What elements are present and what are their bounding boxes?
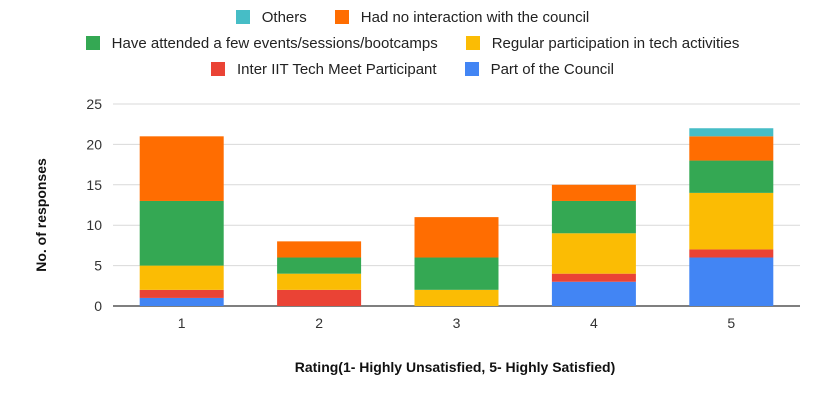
legend-item: Have attended a few events/sessions/boot… bbox=[85, 34, 438, 52]
x-tick-label: 1 bbox=[178, 315, 186, 331]
x-tick-label: 5 bbox=[727, 315, 735, 331]
legend-label: Others bbox=[261, 8, 307, 26]
bar-segment bbox=[139, 289, 224, 298]
legend-swatch bbox=[334, 10, 349, 24]
legend-swatch bbox=[211, 62, 226, 76]
bar-segment bbox=[551, 233, 636, 274]
legend-row: Others Had no interaction with the counci… bbox=[0, 4, 825, 30]
bar-segment bbox=[551, 281, 636, 306]
legend: Others Had no interaction with the counci… bbox=[0, 4, 825, 82]
bar-segment bbox=[139, 136, 224, 201]
legend-item: Inter IIT Tech Meet Participant bbox=[211, 61, 437, 78]
y-axis-title: No. of responses bbox=[33, 158, 49, 272]
bar-segment bbox=[277, 273, 362, 290]
legend-swatch bbox=[85, 36, 100, 50]
bar-segment bbox=[414, 289, 499, 306]
bar-segment bbox=[551, 200, 636, 234]
bar-segment bbox=[689, 136, 774, 161]
bar-segment bbox=[689, 128, 774, 137]
bar-segment bbox=[277, 241, 362, 258]
y-tick-label: 25 bbox=[86, 96, 102, 112]
bar-segment bbox=[689, 257, 774, 306]
legend-label: Inter IIT Tech Meet Participant bbox=[237, 60, 437, 78]
x-tick-label: 2 bbox=[315, 315, 323, 331]
y-tick-label: 20 bbox=[86, 136, 102, 152]
bar-segment bbox=[689, 249, 774, 258]
y-tick-label: 0 bbox=[94, 298, 102, 314]
x-axis-title: Rating(1- Highly Unsatisfied, 5- Highly … bbox=[295, 359, 615, 375]
bar-segment bbox=[277, 257, 362, 274]
legend-item: Regular participation in tech activities bbox=[465, 34, 740, 52]
legend-item: Part of the Council bbox=[464, 60, 614, 78]
bar-segment bbox=[689, 192, 774, 250]
legend-swatch bbox=[235, 10, 250, 24]
legend-row: Have attended a few events/sessions/boot… bbox=[0, 30, 825, 56]
bar-segment bbox=[139, 265, 224, 290]
legend-item: Others bbox=[235, 8, 307, 26]
bar-segment bbox=[139, 200, 224, 266]
legend-item: Had no interaction with the council bbox=[334, 8, 590, 26]
y-tick-label: 5 bbox=[94, 258, 102, 274]
legend-label: Had no interaction with the council bbox=[360, 8, 590, 26]
x-tick-label: 4 bbox=[590, 315, 598, 331]
legend-label: Part of the Council bbox=[490, 60, 614, 78]
bar-segment bbox=[414, 257, 499, 290]
bar-segment bbox=[551, 184, 636, 201]
legend-label: Regular participation in tech activities bbox=[491, 34, 740, 52]
legend-swatch bbox=[465, 36, 480, 50]
bar-segment bbox=[414, 217, 499, 258]
bar-segment bbox=[551, 273, 636, 282]
bars bbox=[139, 128, 774, 306]
y-tick-label: 15 bbox=[86, 177, 102, 193]
legend-label: Have attended a few events/sessions/boot… bbox=[111, 34, 438, 52]
y-axis-ticks: 0 5 10 15 20 25 bbox=[86, 96, 102, 314]
x-axis-ticks: 1 2 3 4 5 bbox=[178, 315, 736, 331]
x-tick-label: 3 bbox=[453, 315, 461, 331]
bar-segment bbox=[277, 289, 362, 306]
legend-row: Inter IIT Tech Meet Participant Part of t… bbox=[0, 56, 825, 82]
y-tick-label: 10 bbox=[86, 217, 102, 233]
legend-swatch bbox=[464, 62, 479, 76]
bar-segment bbox=[689, 160, 774, 193]
bar-segment bbox=[139, 297, 224, 306]
